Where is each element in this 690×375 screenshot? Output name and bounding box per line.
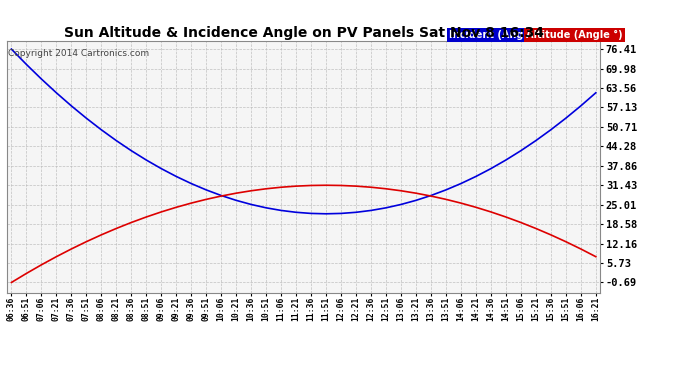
Text: Copyright 2014 Cartronics.com: Copyright 2014 Cartronics.com [8,49,149,58]
Title: Sun Altitude & Incidence Angle on PV Panels Sat Nov 8 16:34: Sun Altitude & Incidence Angle on PV Pan… [63,26,544,40]
Text: Altitude (Angle °): Altitude (Angle °) [526,30,623,40]
Text: Incident (Angle °): Incident (Angle °) [449,30,546,40]
